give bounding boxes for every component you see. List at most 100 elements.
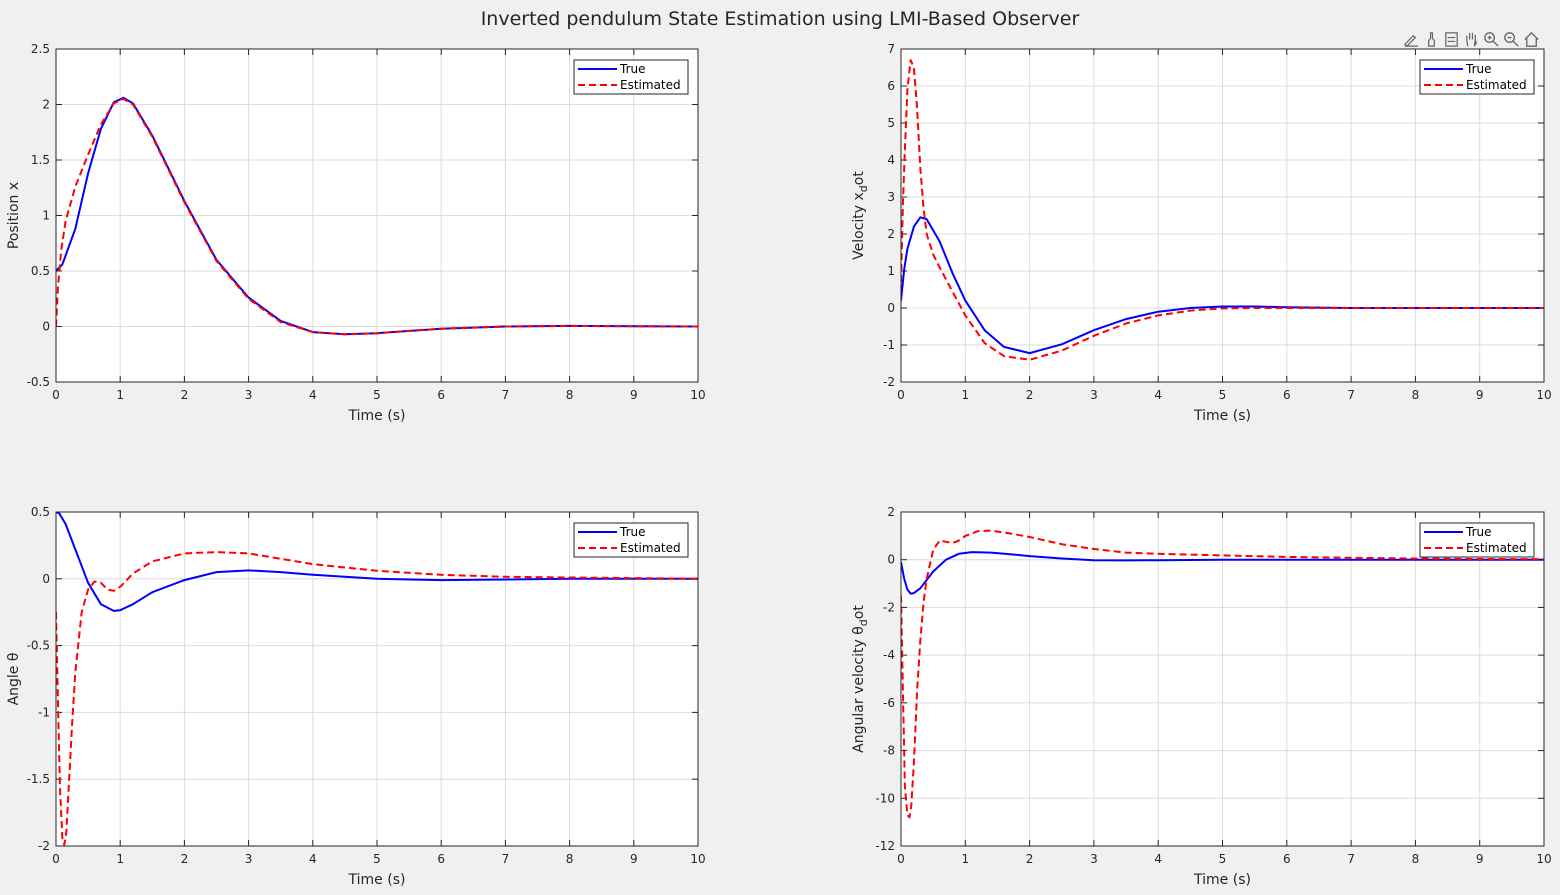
y-tick-label: 0.5 [31, 264, 50, 278]
legend-entry-true: True [619, 62, 646, 76]
y-axis-label: Angular velocity θdot [851, 605, 870, 753]
brush-icon[interactable] [1422, 30, 1441, 49]
legend-box [573, 59, 689, 95]
x-tick-label: 10 [690, 388, 705, 402]
y-tick-label: -1.5 [27, 772, 50, 786]
x-axis-label: Time (s) [348, 872, 406, 888]
x-tick-label: 5 [1219, 388, 1227, 402]
home-icon[interactable] [1522, 30, 1541, 49]
legend-box [573, 522, 689, 558]
axes-frame [55, 511, 699, 847]
y-tick-label: 7 [887, 42, 895, 56]
x-tick-label: 6 [1283, 388, 1291, 402]
x-tick-label: 2 [1026, 388, 1034, 402]
subplot-4: 0 1 2 3 4 5 6 7 8 9 10 -12 -10 -8 -6 -4 -2 0 2 Time (s) Angu… [851, 505, 1552, 888]
subplot-2: 0 1 2 3 4 5 6 7 8 9 10 -2 -1 0 1 2 3 4 5 6 7 Time (s) Velocity… [851, 42, 1552, 424]
pan-icon[interactable] [1462, 30, 1481, 49]
axes-frame [900, 511, 1545, 847]
x-tick-label: 9 [1476, 852, 1484, 866]
legend-entry-true: True [1465, 525, 1492, 539]
zoom-out-icon[interactable] [1502, 30, 1521, 49]
series-line-estimated[interactable] [56, 97, 698, 336]
y-tick-label: 2 [42, 98, 50, 112]
x-tick-label: 0 [52, 388, 60, 402]
x-axis-label: Time (s) [1193, 408, 1251, 424]
y-tick-label: -8 [883, 744, 895, 758]
x-tick-label: 8 [1412, 852, 1420, 866]
legend-box [1419, 522, 1535, 558]
x-tick-label: 1 [961, 852, 969, 866]
series-line-true[interactable] [901, 216, 1544, 355]
x-tick-label: 2 [1026, 852, 1034, 866]
y-tick-label: 0 [887, 553, 895, 567]
x-tick-label: 4 [1154, 852, 1162, 866]
legend-box [1419, 59, 1535, 95]
legend-entry-estimated: Estimated [620, 541, 681, 555]
x-tick-label: 7 [1347, 852, 1355, 866]
y-tick-label: -2 [883, 600, 895, 614]
y-tick-label: 0 [42, 572, 50, 586]
legend[interactable]: True Estimated [573, 59, 689, 95]
x-tick-label: 6 [437, 388, 445, 402]
series-line-estimated[interactable] [901, 529, 1544, 819]
y-tick-label: 0 [42, 320, 50, 334]
y-tick-label: -10 [875, 791, 895, 805]
legend[interactable]: True Estimated [1419, 59, 1535, 95]
legend-entry-true: True [619, 525, 646, 539]
x-tick-label: 0 [52, 852, 60, 866]
legend-entry-estimated: Estimated [1466, 541, 1527, 555]
x-tick-label: 7 [502, 388, 510, 402]
x-tick-label: 5 [1219, 852, 1227, 866]
x-tick-label: 4 [1154, 388, 1162, 402]
y-tick-label: 1.5 [31, 153, 50, 167]
y-axis-label: Angle θ [6, 653, 22, 706]
x-tick-label: 6 [1283, 852, 1291, 866]
axes-toolbar [1402, 28, 1541, 50]
y-tick-label: 1 [42, 209, 50, 223]
y-tick-label: -2 [38, 839, 50, 853]
x-tick-label: 4 [309, 388, 317, 402]
x-tick-label: 3 [245, 852, 253, 866]
zoom-in-icon[interactable] [1482, 30, 1501, 49]
x-tick-label: 2 [181, 388, 189, 402]
y-tick-label: 0.5 [31, 505, 50, 519]
y-tick-label: 3 [887, 190, 895, 204]
y-tick-label: 1 [887, 264, 895, 278]
series-line-estimated[interactable] [56, 551, 698, 846]
legend-entry-estimated: Estimated [620, 78, 681, 92]
edit-plot-icon[interactable] [1402, 30, 1421, 49]
y-tick-label: 4 [887, 153, 895, 167]
x-tick-label: 9 [630, 852, 638, 866]
y-tick-label: -12 [875, 839, 895, 853]
series-line-true[interactable] [56, 512, 698, 612]
y-axis-label: Position x [6, 182, 22, 249]
data-tips-icon[interactable] [1442, 30, 1461, 49]
x-tick-label: 10 [1536, 852, 1551, 866]
legend[interactable]: True Estimated [1419, 522, 1535, 558]
x-tick-label: 3 [1090, 852, 1098, 866]
x-tick-label: 0 [897, 852, 905, 866]
x-tick-label: 5 [373, 852, 381, 866]
legend-entry-estimated: Estimated [1466, 78, 1527, 92]
series-line-estimated[interactable] [901, 59, 1544, 361]
subplot-3: 0 1 2 3 4 5 6 7 8 9 10 -2 -1.5 -1 -0.5 0 0.5 Time (s) Angl… [6, 505, 706, 888]
y-axis-label: Velocity xdot [851, 171, 870, 260]
x-tick-label: 8 [566, 852, 574, 866]
y-tick-label: -2 [883, 375, 895, 389]
series-line-true[interactable] [901, 551, 1544, 595]
x-tick-label: 5 [373, 388, 381, 402]
y-tick-label: 2.5 [31, 42, 50, 56]
y-tick-label: 2 [887, 227, 895, 241]
x-tick-label: 7 [1347, 388, 1355, 402]
axes-frame [55, 48, 699, 383]
x-tick-label: 8 [1412, 388, 1420, 402]
x-tick-label: 9 [630, 388, 638, 402]
legend[interactable]: True Estimated [573, 522, 689, 558]
legend-entry-true: True [1465, 62, 1492, 76]
y-tick-label: 0 [887, 301, 895, 315]
x-axis-label: Time (s) [348, 408, 406, 424]
y-tick-label: 2 [887, 505, 895, 519]
x-tick-label: 6 [437, 852, 445, 866]
x-tick-label: 8 [566, 388, 574, 402]
